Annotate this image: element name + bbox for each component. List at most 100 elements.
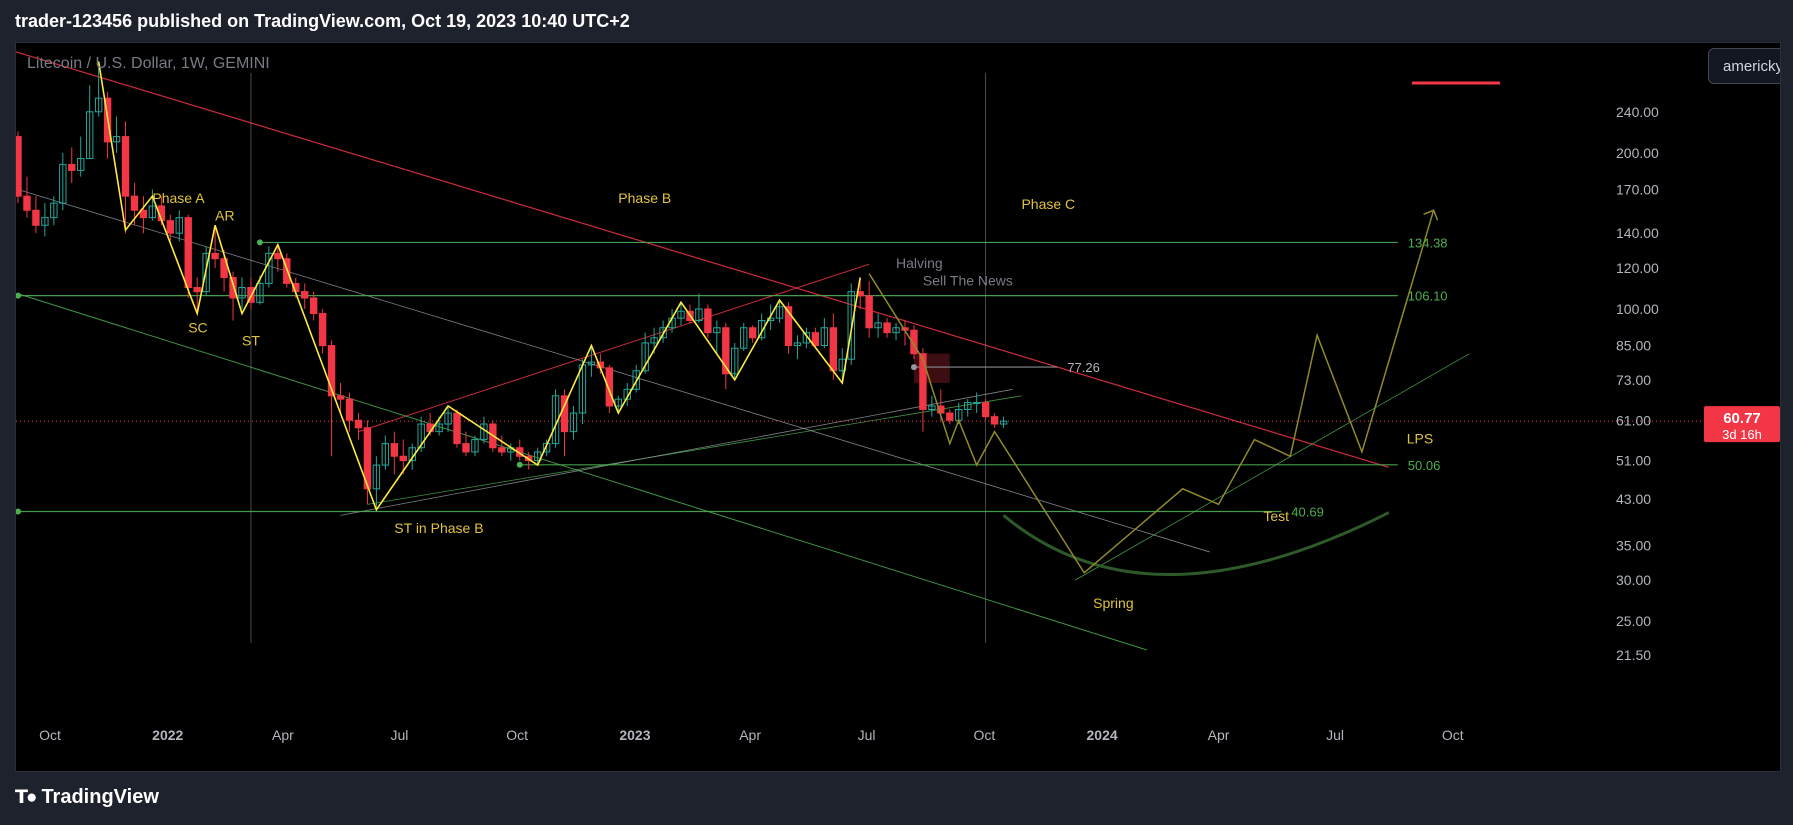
candle-body [68,163,76,171]
candle-body [471,439,479,453]
candle-body [399,455,407,462]
x-tick-label: Jul [1326,727,1344,743]
trendline-green-rising-projection [1075,353,1470,581]
candle-body [972,402,981,405]
candle-body [910,329,918,355]
candle-body [435,423,443,433]
trendline-green-lower-support [17,293,1148,651]
x-tick-label: 2023 [619,727,650,743]
rounding-bottom-arc [1002,511,1390,576]
candle-body [256,282,264,303]
candle-body [166,220,175,234]
candle-body [784,306,793,347]
candle-body [94,97,103,113]
candle-body [274,252,282,260]
candle-body [641,342,649,372]
annotation-st-in-phase-b: ST in Phase B [394,520,483,536]
candle-body [632,370,640,390]
candle-body [614,398,622,407]
y-tick-label: 30.00 [1616,572,1651,588]
candle-body [587,361,596,366]
annotation-lps: LPS [1407,431,1433,447]
symbol-title: Litecoin / U.S. Dollar, 1W, GEMINI [27,55,270,72]
chart-canvas[interactable]: 134.38 106.10 77.26 50.06 40.69 Phase A AR SC ST… [16,43,1780,771]
y-tick-label: 200.00 [1616,145,1659,161]
account-button[interactable]: americky [1708,48,1780,84]
candle-body [444,412,452,425]
candle-body [345,398,354,421]
x-tick-label: Jul [858,727,876,743]
projection-path [868,210,1435,574]
price-level-label: 40.69 [1291,504,1324,519]
candle-body [23,195,31,211]
y-tick-label: 73.00 [1616,372,1651,388]
tradingview-wordmark: TradingView [41,786,159,808]
candle-body [354,419,363,429]
candle-body [193,287,201,293]
y-tick-label: 140.00 [1616,225,1659,241]
bar-countdown: 3d 16h [1722,427,1762,442]
x-tick-label: Oct [1442,727,1464,743]
candle-body [318,313,327,347]
candle-body [659,327,667,339]
annotation-phase-a: Phase A [152,190,205,206]
candle-body [112,136,121,143]
candle-body [32,209,40,226]
candle-body [211,252,219,260]
trendline-red-channel-lower [358,263,870,433]
candle-body [59,163,67,204]
candle-body [820,327,829,347]
candle-body [417,423,425,449]
x-tick-label: Jul [390,727,408,743]
annotation-test: Test [1263,508,1289,524]
candle-body [372,464,381,490]
trendline-red-channel-upper [16,51,1389,468]
x-tick-label: 2022 [152,727,183,743]
candle-body [990,416,999,425]
price-level-label: 50.06 [1408,458,1441,473]
x-tick-label: Oct [39,727,61,743]
candle-body [336,395,345,400]
candle-body [919,353,927,410]
y-tick-label: 170.00 [1616,181,1659,197]
annotation-ar: AR [215,208,234,224]
candle-body [713,327,721,334]
candle-body [390,443,398,457]
candle-body [999,420,1008,425]
candle-body [829,327,838,372]
current-price-badge [1704,406,1780,443]
y-tick-label: 61.00 [1616,412,1651,428]
trendline-green-rising-support [367,395,1022,505]
candle-body [41,217,49,226]
candle-body [498,447,506,453]
annotation-spring: Spring [1093,595,1133,611]
y-tick-label: 35.00 [1616,537,1651,553]
candle-body [874,322,882,329]
y-tick-label: 25.00 [1616,613,1651,629]
candle-body [327,345,336,397]
candle-body [569,412,578,433]
annotation-halving: Halving [896,255,943,271]
annotation-phase-c: Phase C [1021,196,1075,212]
current-price-value: 60.77 [1723,410,1761,427]
footer-branding[interactable]: 𝗧● TradingView [15,786,159,809]
candle-body [847,291,855,360]
x-tick-label: Apr [1208,727,1230,743]
published-by-header: trader-123456 published on TradingView.c… [15,11,630,31]
chart-area[interactable]: 134.38 106.10 77.26 50.06 40.69 Phase A AR SC ST… [15,42,1781,772]
annotation-sell-the-news: Sell The News [923,272,1013,288]
candle-body [301,291,309,299]
x-tick-label: Apr [739,727,761,743]
candle-body [964,402,972,410]
x-tick-label: Oct [973,727,995,743]
candle-body [766,317,775,322]
candle-body [704,308,712,334]
candle-body [623,388,631,400]
candle-body [139,209,148,219]
candle-body [220,258,228,278]
annotation-st: ST [242,333,260,349]
y-tick-label: 120.00 [1616,260,1659,276]
candle-body [238,287,246,299]
candle-body [85,111,94,160]
price-level-label: 77.26 [1067,360,1100,375]
